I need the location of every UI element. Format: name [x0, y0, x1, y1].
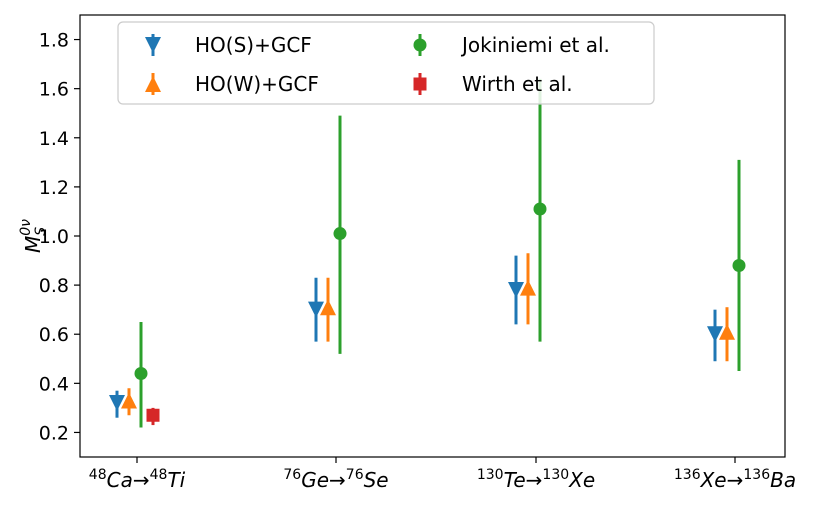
data-point [308, 301, 324, 318]
data-point [109, 394, 125, 411]
legend-box [117, 21, 655, 105]
data-point [719, 323, 735, 340]
legend-marker [413, 77, 427, 91]
data-point [333, 227, 347, 241]
legend-marker [145, 76, 161, 92]
y-tick-label: 0.4 [39, 373, 69, 395]
data-point [146, 408, 160, 422]
data-point [134, 367, 148, 381]
y-tick-label: 0.8 [39, 275, 69, 297]
x-tick-label: 76Ge→76Se [283, 467, 388, 492]
legend-label: Jokiniemi et al. [460, 33, 610, 57]
y-tick-label: 1.8 [39, 30, 69, 52]
y-tick-label: 0.6 [39, 324, 69, 346]
y-tick-label: 0.2 [39, 422, 69, 444]
x-tick-label: 48Ca→48Ti [89, 467, 186, 492]
y-axis-label: MS0ν [18, 219, 49, 253]
legend-label: HO(W)+GCF [195, 72, 319, 96]
x-tick-label: 130Te→130Xe [477, 467, 595, 492]
legend-label: Wirth et al. [462, 72, 573, 96]
y-tick-label: 1.4 [39, 128, 69, 150]
legend-label: HO(S)+GCF [195, 33, 312, 57]
y-tick-label: 1.2 [39, 177, 69, 199]
y-tick-label: 1.0 [39, 226, 69, 248]
y-tick-label: 1.6 [39, 79, 69, 101]
data-point [320, 299, 336, 316]
legend-marker [145, 37, 161, 53]
data-point [533, 202, 547, 216]
legend-marker [413, 38, 427, 52]
data-point [707, 326, 723, 343]
data-point [732, 258, 746, 272]
data-point [520, 279, 536, 296]
data-point [121, 392, 137, 409]
x-tick-label: 136Xe→136Ba [674, 467, 796, 492]
data-point [508, 282, 524, 299]
